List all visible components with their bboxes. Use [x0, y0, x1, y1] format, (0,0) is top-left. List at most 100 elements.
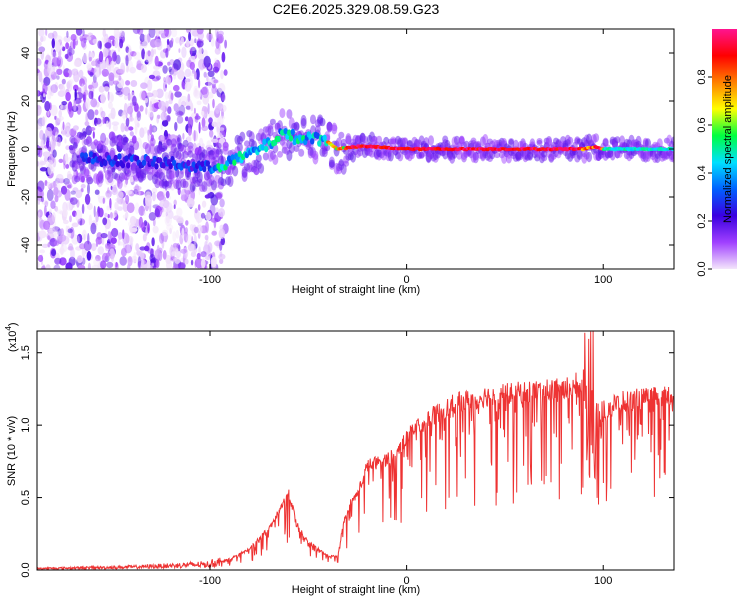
- noise-blob: [219, 251, 223, 258]
- noise-blob: [167, 106, 172, 114]
- noise-blob: [142, 126, 148, 134]
- noise-blob: [205, 211, 212, 221]
- colorbar-title: Normalized spectral amplitude: [722, 75, 734, 223]
- noise-blob: [164, 29, 169, 37]
- noise-blob: [122, 109, 127, 115]
- noise-blob: [65, 42, 69, 50]
- noise-blob: [151, 237, 155, 247]
- noise-blob: [170, 92, 174, 101]
- noise-blob: [63, 178, 70, 185]
- signal-halo: [227, 175, 234, 187]
- noise-blob: [217, 122, 220, 127]
- noise-blob: [54, 81, 59, 90]
- signal-halo: [156, 145, 163, 154]
- noise-blob: [64, 72, 70, 77]
- signal-halo: [201, 181, 208, 193]
- noise-blob: [161, 119, 169, 127]
- noise-blob: [56, 173, 64, 182]
- noise-blob: [70, 248, 75, 260]
- noise-blob: [117, 232, 123, 240]
- noise-blob: [55, 41, 61, 53]
- signal-halo: [187, 150, 194, 158]
- spectrogram-y-tick-label: -20: [20, 189, 32, 205]
- noise-blob: [94, 109, 99, 116]
- noise-blob: [207, 91, 214, 99]
- noise-blob: [118, 75, 122, 81]
- noise-blob: [134, 123, 138, 135]
- noise-blob: [123, 102, 128, 114]
- noise-blob: [43, 92, 46, 98]
- signal-halo: [97, 170, 104, 182]
- noise-blob: [189, 61, 195, 70]
- signal-ridge-point: [283, 128, 288, 135]
- noise-blob: [177, 137, 181, 143]
- noise-blob: [70, 190, 76, 195]
- noise-blob: [206, 32, 213, 41]
- noise-blob: [100, 92, 106, 104]
- noise-blob: [102, 217, 108, 226]
- noise-blob: [220, 91, 225, 103]
- noise-blob: [106, 205, 110, 211]
- noise-blob: [125, 190, 133, 195]
- noise-blob: [147, 223, 150, 234]
- noise-blob: [73, 59, 81, 67]
- signal-halo: [397, 151, 404, 162]
- signal-halo: [671, 153, 674, 163]
- noise-blob: [212, 98, 215, 109]
- noise-blob: [154, 208, 160, 218]
- noise-blob: [79, 243, 86, 250]
- noise-blob: [126, 67, 129, 73]
- colorbar-tick-label: 0.8: [696, 69, 708, 84]
- noise-blob: [175, 110, 184, 117]
- noise-blob: [158, 30, 166, 35]
- noise-blob: [134, 103, 140, 112]
- noise-blob: [112, 184, 117, 193]
- noise-blob: [195, 113, 199, 118]
- noise-blob: [140, 145, 145, 158]
- noise-blob: [146, 79, 153, 92]
- noise-blob: [159, 233, 164, 244]
- noise-blob: [86, 250, 92, 261]
- noise-blob: [150, 258, 157, 264]
- noise-blob: [64, 138, 67, 144]
- noise-blob: [106, 57, 109, 69]
- noise-blob: [161, 229, 169, 237]
- noise-blob: [42, 264, 46, 269]
- noise-blob: [38, 29, 45, 37]
- noise-blob: [60, 185, 68, 195]
- noise-blob: [133, 51, 141, 60]
- noise-blob: [44, 100, 51, 112]
- noise-blob: [95, 240, 99, 248]
- signal-ridge-point: [161, 162, 166, 169]
- snr-x-tick-label: -100: [199, 575, 221, 587]
- signal-halo: [182, 139, 189, 148]
- noise-blob: [152, 90, 158, 98]
- signal-halo: [85, 174, 92, 182]
- noise-blob: [159, 209, 168, 218]
- snr-background: [37, 331, 674, 570]
- noise-blob: [186, 29, 192, 34]
- signal-halo: [463, 140, 470, 149]
- noise-blob: [47, 227, 55, 234]
- noise-blob: [125, 194, 130, 205]
- noise-blob: [144, 245, 150, 252]
- noise-blob: [175, 229, 180, 239]
- noise-blob: [58, 234, 67, 242]
- noise-blob: [133, 251, 137, 262]
- noise-blob: [98, 51, 104, 63]
- signal-halo: [189, 181, 196, 193]
- noise-blob: [224, 39, 228, 49]
- noise-blob: [141, 90, 148, 101]
- signal-halo: [319, 117, 326, 127]
- noise-blob: [195, 212, 203, 224]
- signal-halo: [602, 137, 609, 147]
- noise-blob: [90, 222, 97, 235]
- noise-blob: [64, 188, 71, 201]
- noise-blob: [88, 90, 94, 100]
- noise-blob: [108, 35, 115, 40]
- noise-blob: [38, 46, 46, 53]
- noise-blob: [58, 110, 62, 118]
- noise-blob: [200, 110, 205, 116]
- signal-halo: [123, 173, 130, 181]
- signal-halo: [671, 136, 674, 146]
